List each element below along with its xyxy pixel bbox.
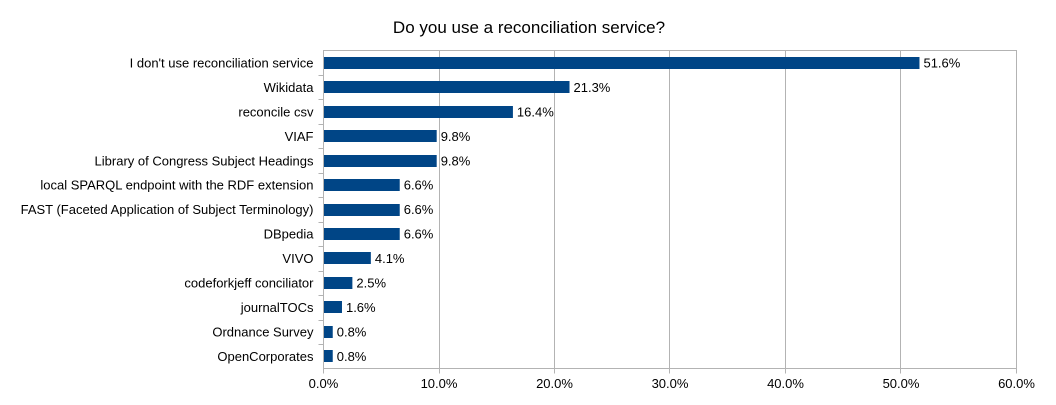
svg-text:Wikidata: Wikidata [264,80,315,95]
svg-text:4.1%: 4.1% [375,251,405,266]
svg-text:30.0%: 30.0% [652,376,689,391]
svg-text:FAST (Faceted Application of S: FAST (Faceted Application of Subject Ter… [21,202,314,217]
svg-text:50.0%: 50.0% [883,376,920,391]
svg-text:0.0%: 0.0% [309,376,339,391]
svg-text:60.0%: 60.0% [998,376,1035,391]
svg-text:I don't use reconciliation ser: I don't use reconciliation service [130,55,314,70]
svg-text:Ordnance Survey: Ordnance Survey [212,325,314,340]
svg-text:1.6%: 1.6% [346,300,376,315]
svg-text:9.8%: 9.8% [441,129,471,144]
svg-text:0.8%: 0.8% [337,349,367,364]
svg-text:21.3%: 21.3% [574,80,611,95]
svg-text:OpenCorporates: OpenCorporates [217,349,314,364]
svg-text:9.8%: 9.8% [441,153,471,168]
svg-text:40.0%: 40.0% [767,376,804,391]
svg-text:VIAF: VIAF [285,129,314,144]
svg-text:0.8%: 0.8% [337,325,367,340]
svg-text:Library of Congress Subject He: Library of Congress Subject Headings [95,153,314,168]
svg-text:6.6%: 6.6% [404,227,434,242]
svg-text:journalTOCs: journalTOCs [240,300,314,315]
svg-text:2.5%: 2.5% [356,276,386,291]
svg-text:10.0%: 10.0% [421,376,458,391]
svg-text:reconcile csv: reconcile csv [238,104,314,119]
svg-text:VIVO: VIVO [282,251,313,266]
svg-text:local SPARQL endpoint with the: local SPARQL endpoint with the RDF exten… [40,178,313,193]
svg-text:Do you use a reconciliation se: Do you use a reconciliation service? [393,18,665,37]
svg-text:51.6%: 51.6% [923,55,960,70]
svg-text:20.0%: 20.0% [536,376,573,391]
svg-text:6.6%: 6.6% [404,178,434,193]
svg-text:DBpedia: DBpedia [264,227,315,242]
svg-text:6.6%: 6.6% [404,202,434,217]
svg-text:16.4%: 16.4% [517,104,554,119]
svg-text:codeforkjeff conciliator: codeforkjeff conciliator [184,276,314,291]
